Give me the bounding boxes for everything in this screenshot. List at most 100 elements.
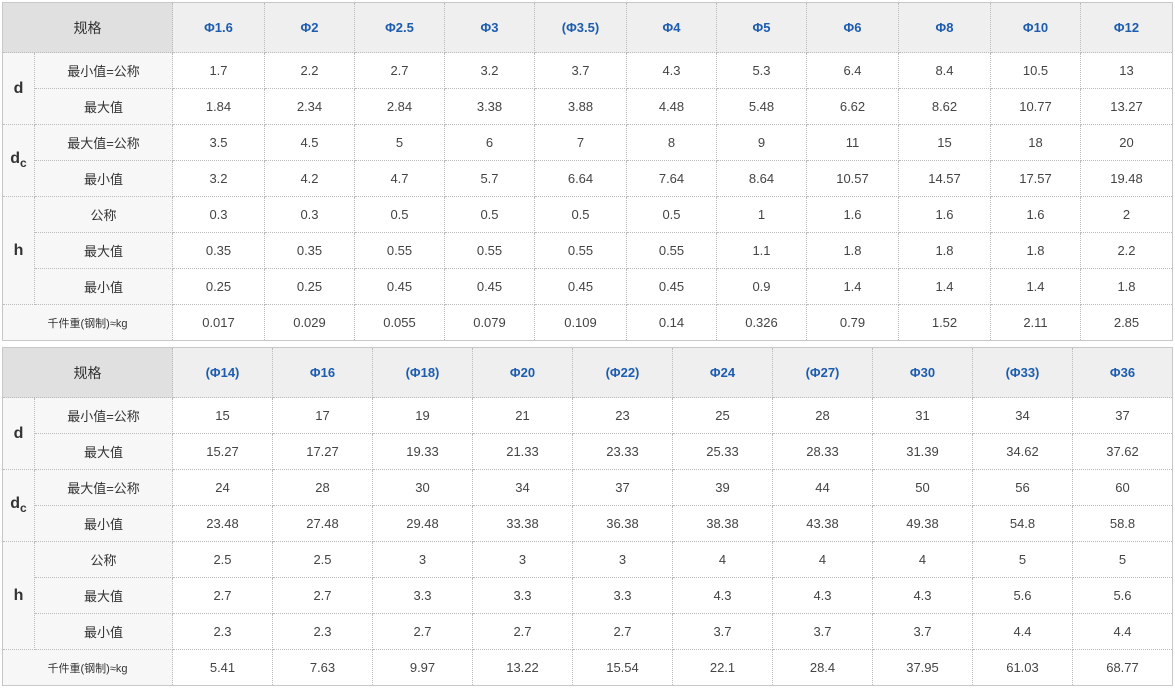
value-cell: 5: [1072, 541, 1173, 578]
row-label: 最小值=公称: [34, 52, 173, 89]
weight-cell: 7.63: [272, 649, 373, 686]
size-header: (Φ33): [972, 347, 1073, 398]
header-row: 规格 (Φ14) Φ16 (Φ18) Φ20 (Φ22) Φ24 (Φ27) Φ30 (Φ33) Φ…: [2, 347, 1173, 398]
value-cell: 2.3: [272, 613, 373, 650]
group-symbol: d: [13, 79, 24, 97]
table-row: 最小值 23.48 27.48 29.48 33.38 36.38 38.38 43.38 49…: [3, 505, 1173, 542]
value-cell: 0.35: [172, 232, 265, 269]
size-header: Φ24: [672, 347, 773, 398]
value-cell: 13: [1080, 52, 1173, 89]
weight-cell: 61.03: [972, 649, 1073, 686]
value-cell: 18: [990, 124, 1081, 161]
table-row: d 最小值=公称 15 17 19 21 23 25 28 31 34 37: [2, 397, 1173, 470]
value-cell: 2: [1080, 196, 1173, 233]
value-cell: 3: [472, 541, 573, 578]
weight-cell: 28.4: [772, 649, 873, 686]
value-cell: 0.5: [444, 196, 535, 233]
value-cell: 1.6: [990, 196, 1081, 233]
value-cell: 0.45: [626, 268, 717, 305]
row-label: 最小值=公称: [34, 397, 173, 434]
value-cell: 3: [372, 541, 473, 578]
value-cell: 28.33: [772, 433, 873, 470]
row-label: 最大值=公称: [34, 124, 173, 161]
value-cell: 50: [872, 469, 973, 506]
value-cell: 24: [172, 469, 273, 506]
value-cell: 2.7: [372, 613, 473, 650]
spec-label-header: 规格: [2, 347, 173, 398]
value-cell: 4: [772, 541, 873, 578]
value-cell: 0.35: [264, 232, 355, 269]
size-header: (Φ3.5): [534, 2, 627, 53]
value-cell: 6.4: [806, 52, 899, 89]
value-cell: 10.77: [990, 88, 1081, 125]
table-row: dc 最大值=公称 3.5 4.5 5 6 7 8 9 11 15 18 20: [2, 124, 1173, 197]
value-cell: 4.3: [626, 52, 717, 89]
value-cell: 25.33: [672, 433, 773, 470]
value-cell: 4.7: [354, 160, 445, 197]
row-label: 最大值: [34, 577, 173, 614]
value-cell: 11: [806, 124, 899, 161]
size-header: Φ16: [272, 347, 373, 398]
weight-cell: 0.055: [354, 304, 445, 341]
table-row: h 公称 2.5 2.5 3 3 3 4 4 4 5 5: [2, 541, 1173, 650]
row-label: 最小值: [34, 268, 173, 305]
value-cell: 8.62: [898, 88, 991, 125]
row-label: 公称: [34, 541, 173, 578]
table-row: 最大值 2.7 2.7 3.3 3.3 3.3 4.3 4.3 4.3 5.6 5.6: [3, 577, 1173, 614]
value-cell: 49.38: [872, 505, 973, 542]
value-cell: 10.5: [990, 52, 1081, 89]
table-row: 最小值 2.3 2.3 2.7 2.7 2.7 3.7 3.7 3.7 4.4 4.4: [3, 613, 1173, 650]
value-cell: 1.8: [1080, 268, 1173, 305]
group-symbol: d: [10, 150, 21, 168]
value-cell: 0.9: [716, 268, 807, 305]
weight-cell: 0.079: [444, 304, 535, 341]
table-row: 最小值 0.25 0.25 0.45 0.45 0.45 0.45 0.9 1.4 1.4 1.4 1…: [3, 268, 1173, 305]
value-cell: 13.27: [1080, 88, 1173, 125]
value-cell: 2.2: [264, 52, 355, 89]
value-cell: 4.4: [972, 613, 1073, 650]
weight-cell: 0.326: [716, 304, 807, 341]
group-symbol: h: [13, 241, 24, 259]
value-cell: 1.8: [990, 232, 1081, 269]
value-cell: 2.7: [354, 52, 445, 89]
value-cell: 4.48: [626, 88, 717, 125]
table-row: 最大值 0.35 0.35 0.55 0.55 0.55 0.55 1.1 1.8 1.8 1.8 2…: [3, 232, 1173, 269]
value-cell: 15.27: [172, 433, 273, 470]
value-cell: 14.57: [898, 160, 991, 197]
value-cell: 3.7: [772, 613, 873, 650]
value-cell: 6.64: [534, 160, 627, 197]
value-cell: 3: [572, 541, 673, 578]
row-label: 最小值: [34, 505, 173, 542]
value-cell: 0.5: [626, 196, 717, 233]
value-cell: 0.55: [626, 232, 717, 269]
row-label: 公称: [34, 196, 173, 233]
value-cell: 0.55: [354, 232, 445, 269]
value-cell: 1.6: [806, 196, 899, 233]
value-cell: 19: [372, 397, 473, 434]
value-cell: 56: [972, 469, 1073, 506]
value-cell: 2.84: [354, 88, 445, 125]
weight-cell: 2.85: [1080, 304, 1173, 341]
value-cell: 0.55: [444, 232, 535, 269]
value-cell: 1.8: [806, 232, 899, 269]
value-cell: 27.48: [272, 505, 373, 542]
table-row: h 公称 0.3 0.3 0.5 0.5 0.5 0.5 1 1.6 1.6 1.6 2: [2, 196, 1173, 305]
weight-cell: 0.14: [626, 304, 717, 341]
weight-label: 千件重(钢制)≈kg: [2, 304, 173, 341]
weight-cell: 5.41: [172, 649, 273, 686]
spec-label-header: 规格: [2, 2, 173, 53]
row-label: 最大值: [34, 433, 173, 470]
row-label: 最大值: [34, 232, 173, 269]
group-symbol-d: d: [2, 397, 35, 470]
value-cell: 37: [1072, 397, 1173, 434]
row-label: 最小值: [34, 613, 173, 650]
value-cell: 2.34: [264, 88, 355, 125]
value-cell: 54.8: [972, 505, 1073, 542]
size-header: Φ20: [472, 347, 573, 398]
weight-cell: 0.017: [172, 304, 265, 341]
value-cell: 3.7: [872, 613, 973, 650]
value-cell: 1.6: [898, 196, 991, 233]
value-cell: 9: [716, 124, 807, 161]
value-cell: 31.39: [872, 433, 973, 470]
group-symbol: d: [10, 495, 21, 513]
